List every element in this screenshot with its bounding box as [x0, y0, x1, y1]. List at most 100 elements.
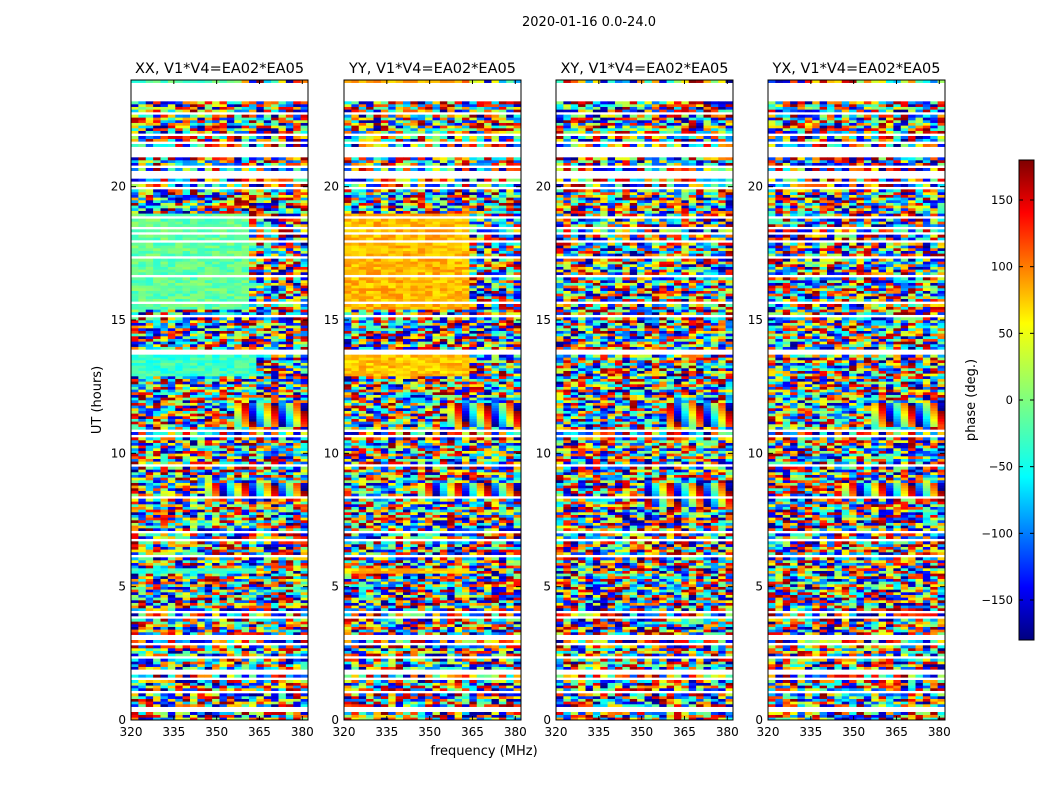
heatmap-cell [279, 115, 287, 118]
heatmap-cell [264, 309, 272, 312]
heatmap-cell [301, 552, 309, 555]
heatmap-cell [256, 405, 264, 408]
heatmap-cell [271, 211, 279, 214]
heatmap-cell [175, 248, 183, 251]
heatmap-cell [212, 477, 220, 480]
heatmap-cell [256, 576, 264, 579]
heatmap-cell [433, 680, 441, 683]
heatmap-cell [168, 331, 176, 334]
heatmap-cell [293, 219, 301, 222]
heatmap-cell [161, 592, 169, 595]
heatmap-cell [190, 608, 198, 611]
heatmap-cell [396, 688, 404, 691]
heatmap-cell [190, 461, 198, 464]
heatmap-cell [205, 587, 213, 590]
heatmap-cell [410, 699, 418, 702]
heatmap-cell [220, 168, 228, 171]
heatmap-cell [205, 563, 213, 566]
heatmap-cell [234, 109, 242, 112]
heatmap-cell [256, 595, 264, 598]
heatmap-cell [286, 416, 294, 419]
heatmap-cell [279, 613, 287, 616]
heatmap-cell [271, 285, 279, 288]
heatmap-cell [168, 512, 176, 515]
heatmap-cell [293, 288, 301, 291]
heatmap-cell [220, 243, 228, 246]
heatmap-cell [161, 104, 169, 107]
heatmap-cell [234, 573, 242, 576]
heatmap-cell [264, 131, 272, 134]
heatmap-cell [462, 683, 470, 686]
heatmap-cell [205, 600, 213, 603]
heatmap-cell [271, 600, 279, 603]
heatmap-cell [447, 685, 455, 688]
heatmap-cell [138, 547, 146, 550]
heatmap-cell [279, 267, 287, 270]
heatmap-cell [131, 624, 139, 627]
heatmap-cell [286, 101, 294, 104]
heatmap-cell [264, 413, 272, 416]
heatmap-cell [175, 264, 183, 267]
heatmap-cell [286, 688, 294, 691]
heatmap-cell [131, 667, 139, 670]
heatmap-cell [234, 443, 242, 446]
heatmap-cell [161, 547, 169, 550]
heatmap-cell [293, 645, 301, 648]
heatmap-cell [138, 443, 146, 446]
heatmap-cell [301, 533, 309, 536]
heatmap-cell [153, 200, 161, 203]
heatmap-cell [264, 160, 272, 163]
heatmap-cell [249, 371, 257, 374]
heatmap-cell [227, 291, 235, 294]
heatmap-cell [271, 579, 279, 582]
heatmap-cell [293, 221, 301, 224]
heatmap-cell [477, 693, 485, 696]
heatmap-cell [264, 680, 272, 683]
heatmap-cell [440, 701, 448, 704]
heatmap-cell [234, 333, 242, 336]
heatmap-cell [286, 544, 294, 547]
heatmap-cell [286, 533, 294, 536]
heatmap-cell [256, 136, 264, 139]
heatmap-cell [418, 712, 426, 715]
heatmap-cell [190, 285, 198, 288]
heatmap-cell [256, 603, 264, 606]
heatmap-cell [256, 323, 264, 326]
heatmap-cell [366, 696, 374, 699]
heatmap-cell [293, 587, 301, 590]
heatmap-cell [183, 491, 191, 494]
heatmap-cell [138, 277, 146, 280]
heatmap-cell [190, 339, 198, 342]
heatmap-cell [212, 664, 220, 667]
heatmap-cell [301, 237, 309, 240]
heatmap-cell [168, 357, 176, 360]
heatmap-cell [286, 627, 294, 630]
heatmap-cell [286, 211, 294, 214]
heatmap-cell [220, 459, 228, 462]
heatmap-cell [153, 693, 161, 696]
heatmap-cell [146, 243, 154, 246]
heatmap-cell [249, 384, 257, 387]
heatmap-cell [146, 475, 154, 478]
heatmap-cell [249, 381, 257, 384]
heatmap-cell [175, 475, 183, 478]
heatmap-cell [293, 523, 301, 526]
heatmap-cell [146, 131, 154, 134]
heatmap-cell [190, 715, 198, 718]
heatmap-cell [146, 613, 154, 616]
heatmap-cell [301, 445, 309, 448]
heatmap-cell [138, 501, 146, 504]
heatmap-cell [242, 624, 250, 627]
heatmap-cell [205, 336, 213, 339]
heatmap-cell [220, 701, 228, 704]
heatmap-cell [227, 560, 235, 563]
heatmap-cell [293, 229, 301, 232]
heatmap-cell [351, 701, 359, 704]
heatmap-cell [271, 203, 279, 206]
heatmap-cell [205, 136, 213, 139]
heatmap-cell [212, 331, 220, 334]
heatmap-cell [256, 107, 264, 110]
heatmap-cell [190, 448, 198, 451]
heatmap-cell [205, 381, 213, 384]
heatmap-cell [264, 128, 272, 131]
